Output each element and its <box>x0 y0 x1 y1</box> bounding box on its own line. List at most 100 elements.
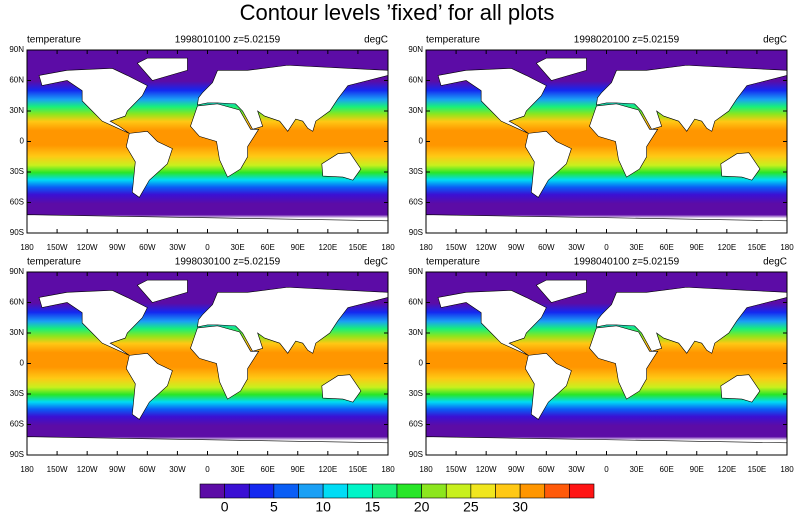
lon-label: 0 <box>604 465 609 474</box>
lon-label: 60E <box>660 465 674 474</box>
lat-label: 60N <box>408 298 423 307</box>
panel-center-label: 1998030100 z=5.02159 <box>175 257 281 268</box>
lon-label: 120W <box>476 465 497 474</box>
lon-label: 180 <box>381 465 395 474</box>
lon-label: 0 <box>205 465 210 474</box>
lon-label: 180 <box>381 243 395 252</box>
lat-label: 30N <box>408 328 423 337</box>
lon-label: 180 <box>20 243 34 252</box>
color-box <box>347 483 373 499</box>
panel-right-label: degC <box>763 35 787 46</box>
panel-left-label: temperature <box>426 257 480 268</box>
map <box>426 50 787 233</box>
lon-label: 30E <box>629 465 643 474</box>
lat-label: 30S <box>409 389 423 398</box>
map <box>426 272 787 455</box>
lon-label: 120E <box>717 243 736 252</box>
color-box <box>322 483 349 499</box>
colorbar-label: 25 <box>463 499 479 515</box>
panel-right-label: degC <box>364 257 388 268</box>
colorbar-label: 15 <box>365 499 381 515</box>
lon-label: 30E <box>230 465 244 474</box>
lat-label: 90N <box>408 45 423 54</box>
map-panel: temperature 1998010100 z=5.02159 degC 90N 60… <box>9 35 395 252</box>
color-box <box>519 483 546 499</box>
lon-label: 60W <box>139 243 156 252</box>
lat-label: 60N <box>408 76 423 85</box>
lat-label: 60S <box>409 198 423 207</box>
colorbar-label: 30 <box>512 499 528 515</box>
panel-left-label: temperature <box>27 257 81 268</box>
color-box <box>544 483 570 499</box>
color-box <box>224 483 250 499</box>
lon-label: 90E <box>291 465 305 474</box>
panel-center-label: 1998040100 z=5.02159 <box>574 257 680 268</box>
lon-label: 150W <box>47 465 68 474</box>
lon-label: 120E <box>717 465 736 474</box>
lat-label: 90S <box>10 228 24 237</box>
color-box <box>396 483 422 499</box>
lon-label: 60E <box>660 243 674 252</box>
panel-left-label: temperature <box>27 35 81 46</box>
lon-label: 180 <box>419 465 433 474</box>
colorbar-label: 0 <box>221 499 229 515</box>
lat-label: 0 <box>419 359 424 368</box>
lon-label: 180 <box>419 243 433 252</box>
color-box <box>495 483 521 499</box>
lon-label: 120E <box>318 243 337 252</box>
map-panel: temperature 1998020100 z=5.02159 degC 90N 60… <box>408 35 794 252</box>
map-panel: temperature 1998030100 z=5.02159 degC 90N 60… <box>9 257 395 474</box>
lon-label: 150E <box>349 243 368 252</box>
lon-label: 30W <box>169 465 186 474</box>
lon-label: 90W <box>508 465 525 474</box>
color-box <box>298 483 324 499</box>
map <box>27 50 388 233</box>
color-box <box>372 483 398 499</box>
lon-label: 30E <box>629 243 643 252</box>
lon-label: 90W <box>508 243 525 252</box>
lat-label: 60N <box>9 298 24 307</box>
color-box <box>273 483 299 499</box>
lon-label: 60W <box>538 465 555 474</box>
lon-label: 120W <box>77 465 98 474</box>
colorbar-label: 20 <box>414 499 430 515</box>
lat-label: 90S <box>10 450 24 459</box>
lon-label: 180 <box>780 465 794 474</box>
lon-label: 90E <box>690 243 704 252</box>
lon-label: 30W <box>568 243 585 252</box>
figure-title: Contour levels ’fixed’ for all plots <box>240 0 555 25</box>
lat-label: 30S <box>10 389 24 398</box>
lat-label: 30N <box>408 106 423 115</box>
lat-label: 30S <box>409 167 423 176</box>
lon-label: 90W <box>109 243 126 252</box>
lat-label: 60S <box>10 420 24 429</box>
lat-label: 30N <box>9 328 24 337</box>
lon-label: 30W <box>169 243 186 252</box>
lat-label: 0 <box>20 359 25 368</box>
color-box <box>470 483 496 499</box>
color-box <box>421 483 447 499</box>
lat-label: 30S <box>10 167 24 176</box>
color-box <box>445 483 472 499</box>
panel-center-label: 1998020100 z=5.02159 <box>574 35 680 46</box>
lon-label: 150W <box>446 243 467 252</box>
lon-label: 60W <box>538 243 555 252</box>
lon-label: 0 <box>604 243 609 252</box>
lat-label: 0 <box>20 137 25 146</box>
lat-label: 30N <box>9 106 24 115</box>
lon-label: 90E <box>291 243 305 252</box>
lat-label: 90S <box>409 450 423 459</box>
lat-label: 90N <box>408 267 423 276</box>
lon-label: 30E <box>230 243 244 252</box>
lon-label: 150E <box>748 243 767 252</box>
lon-label: 60E <box>261 465 275 474</box>
lon-label: 180 <box>780 243 794 252</box>
lon-label: 60W <box>139 465 156 474</box>
lon-label: 120W <box>476 243 497 252</box>
lon-label: 150E <box>349 465 368 474</box>
lon-label: 150W <box>47 243 68 252</box>
map-panel: temperature 1998040100 z=5.02159 degC 90N 60… <box>408 257 794 474</box>
lon-label: 0 <box>205 243 210 252</box>
panel-center-label: 1998010100 z=5.02159 <box>175 35 281 46</box>
